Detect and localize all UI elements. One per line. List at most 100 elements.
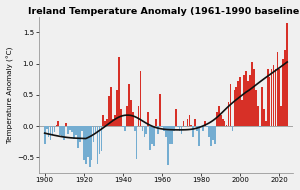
Bar — [274, 69, 276, 126]
Bar — [194, 119, 196, 126]
Bar — [81, 126, 83, 131]
Bar — [73, 126, 75, 139]
Bar — [243, 75, 245, 126]
Bar — [134, 126, 136, 131]
Bar — [218, 106, 220, 126]
Bar — [110, 87, 112, 126]
Bar — [253, 69, 255, 126]
Y-axis label: Temperature Anomaly (°C): Temperature Anomaly (°C) — [7, 47, 14, 143]
Bar — [184, 126, 186, 127]
Bar — [245, 71, 247, 126]
Bar — [124, 126, 126, 131]
Bar — [146, 126, 147, 134]
Bar — [261, 87, 262, 126]
Bar — [97, 126, 98, 164]
Bar — [173, 126, 175, 131]
Bar — [46, 126, 47, 129]
Bar — [228, 102, 230, 126]
Bar — [224, 121, 226, 126]
Bar — [236, 87, 237, 126]
Bar — [159, 93, 161, 126]
Bar — [286, 23, 288, 126]
Bar — [255, 90, 257, 126]
Bar — [94, 126, 96, 132]
Bar — [138, 106, 140, 126]
Bar — [188, 115, 190, 126]
Bar — [259, 126, 261, 127]
Bar — [63, 126, 65, 140]
Bar — [257, 106, 259, 126]
Bar — [263, 108, 265, 126]
Bar — [277, 52, 278, 126]
Bar — [112, 119, 114, 126]
Bar — [196, 126, 198, 131]
Bar — [210, 126, 212, 146]
Bar — [71, 126, 73, 132]
Bar — [202, 126, 204, 131]
Title: Ireland Temperature Anomaly (1961-1990 baseline): Ireland Temperature Anomaly (1961-1990 b… — [28, 7, 300, 16]
Bar — [44, 126, 46, 143]
Bar — [206, 126, 208, 127]
Bar — [114, 115, 116, 126]
Bar — [99, 126, 100, 154]
Bar — [187, 119, 188, 126]
Bar — [208, 126, 210, 137]
Bar — [93, 126, 94, 142]
Bar — [167, 126, 169, 165]
Bar — [273, 65, 274, 126]
Bar — [126, 106, 128, 126]
Bar — [79, 126, 81, 142]
Bar — [169, 126, 171, 143]
Bar — [155, 119, 157, 126]
Bar — [100, 126, 102, 151]
Bar — [130, 100, 132, 126]
Bar — [175, 108, 177, 126]
Bar — [163, 126, 165, 131]
Bar — [122, 126, 124, 127]
Bar — [118, 57, 120, 126]
Bar — [143, 126, 145, 137]
Bar — [183, 121, 184, 126]
Bar — [152, 126, 153, 143]
Bar — [89, 126, 91, 167]
Bar — [50, 126, 51, 140]
Bar — [233, 90, 235, 126]
Bar — [230, 84, 231, 126]
Bar — [59, 126, 61, 135]
Bar — [204, 121, 206, 126]
Bar — [220, 115, 222, 126]
Bar — [153, 126, 155, 146]
Bar — [226, 125, 227, 126]
Bar — [106, 119, 108, 126]
Bar — [239, 77, 241, 126]
Bar — [165, 126, 167, 137]
Bar — [140, 71, 141, 126]
Bar — [87, 126, 88, 157]
Bar — [216, 112, 218, 126]
Bar — [120, 108, 122, 126]
Bar — [200, 126, 202, 127]
Bar — [282, 59, 284, 126]
Bar — [48, 126, 50, 137]
Bar — [269, 77, 271, 126]
Bar — [265, 121, 267, 126]
Bar — [284, 50, 286, 126]
Bar — [267, 69, 268, 126]
Bar — [214, 126, 216, 143]
Bar — [177, 126, 178, 127]
Bar — [116, 90, 118, 126]
Bar — [142, 126, 143, 131]
Bar — [58, 121, 59, 126]
Bar — [171, 126, 173, 143]
Bar — [56, 125, 57, 126]
Bar — [75, 126, 77, 135]
Bar — [67, 126, 69, 134]
Bar — [103, 115, 104, 126]
Bar — [147, 112, 149, 126]
Bar — [91, 126, 92, 160]
Bar — [232, 126, 233, 131]
Bar — [136, 126, 137, 158]
Bar — [104, 121, 106, 126]
Bar — [280, 106, 282, 126]
Bar — [249, 75, 251, 126]
